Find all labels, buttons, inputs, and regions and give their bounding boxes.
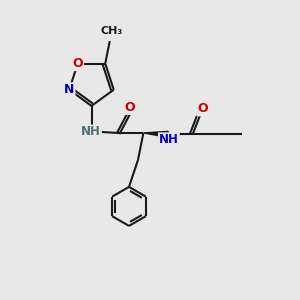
Text: O: O xyxy=(124,101,135,114)
Text: NH: NH xyxy=(81,125,101,139)
Text: N: N xyxy=(64,83,74,96)
Polygon shape xyxy=(143,131,168,137)
Text: O: O xyxy=(197,102,208,116)
Text: O: O xyxy=(72,57,83,70)
Text: CH₃: CH₃ xyxy=(100,26,122,36)
Text: NH: NH xyxy=(159,133,179,146)
